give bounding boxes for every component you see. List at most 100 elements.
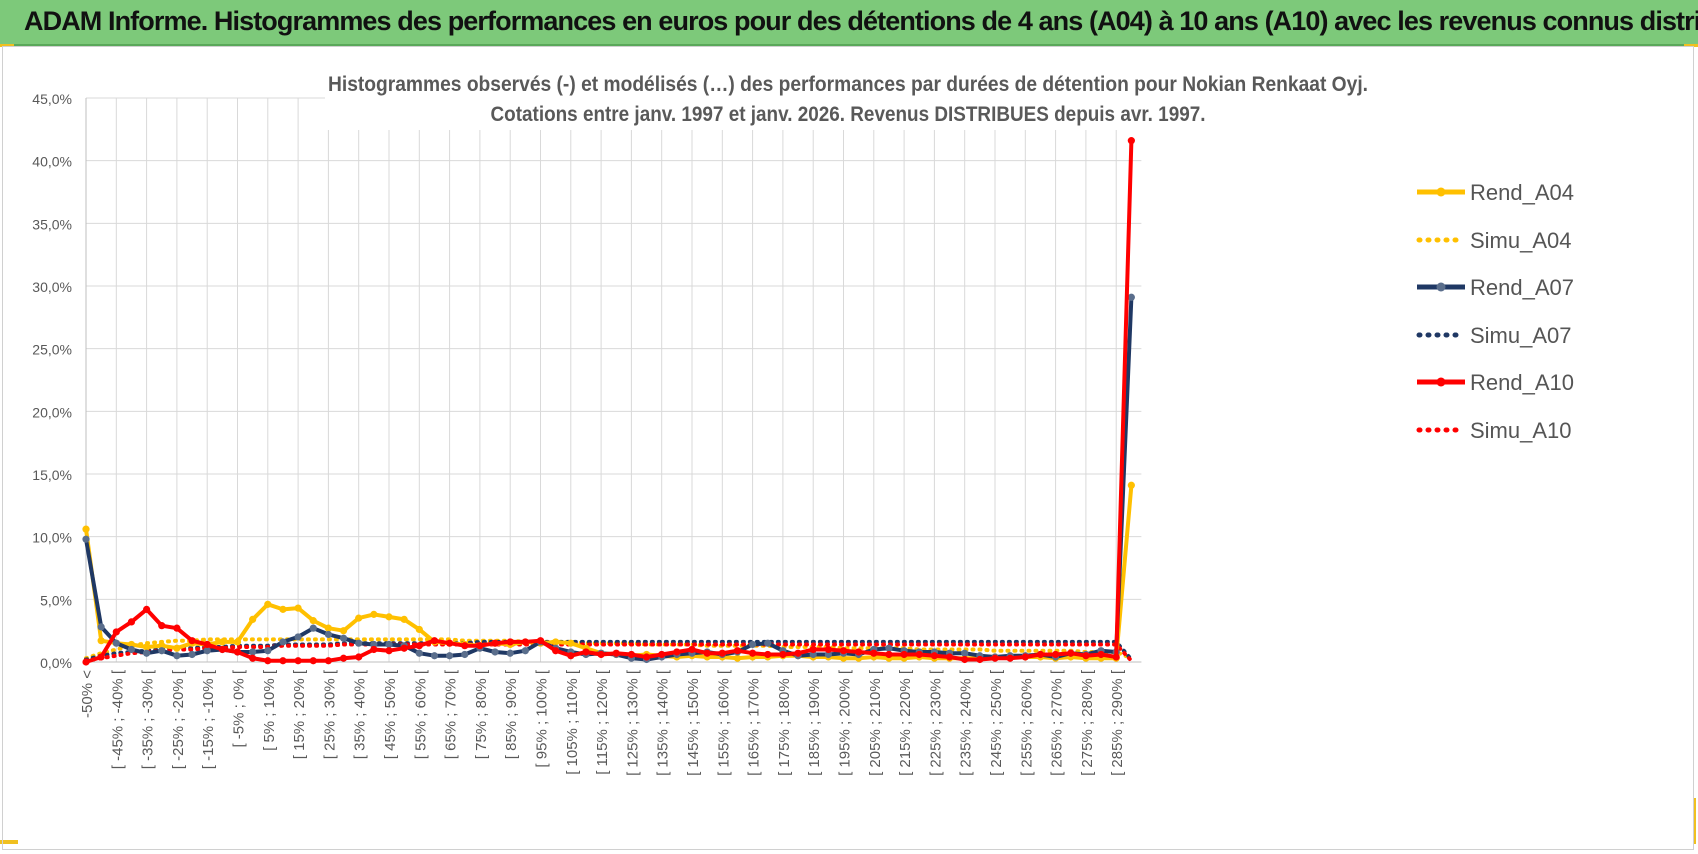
x-tick-label: [ 45% ; 50% [: [382, 669, 399, 759]
legend-swatch: [1416, 237, 1466, 242]
data-point-rend-a07: [430, 652, 439, 660]
title-backdrop: [325, 64, 1365, 130]
y-tick-label: 5,0%: [40, 592, 72, 608]
data-point-rend-a07: [264, 647, 272, 655]
legend-entry-simu-a04: Simu_A04: [1415, 227, 1595, 253]
data-point-rend-a07: [521, 647, 529, 655]
data-point-rend-a10: [567, 652, 575, 660]
data-point-rend-a10: [612, 649, 620, 657]
data-point-rend-a10: [688, 645, 696, 654]
y-tick-label: 35,0%: [32, 216, 72, 232]
data-point-rend-a07: [339, 634, 348, 642]
x-tick-label: [ 195% ; 200% [: [837, 669, 854, 776]
data-point-rend-a04: [279, 605, 287, 613]
data-point-rend-a10: [385, 647, 393, 655]
data-point-rend-a07: [749, 640, 757, 649]
y-tick-label: 10,0%: [32, 530, 72, 546]
data-point-rend-a07: [294, 633, 302, 641]
y-tick-label: 40,0%: [32, 154, 72, 170]
data-point-rend-a07: [188, 650, 196, 659]
data-point-rend-a10: [703, 649, 711, 657]
data-point-rend-a10: [552, 647, 560, 655]
x-axis: -50% < [ -45% ; -40% [[ -35% ; -30% [[ -2…: [79, 669, 1126, 776]
series-line-rend-a10: [85, 140, 1134, 664]
data-point-rend-a04: [249, 615, 257, 623]
data-point-rend-a10: [400, 644, 408, 652]
x-tick-label: [ 225% ; 230% [: [927, 669, 944, 776]
x-tick-label: [ 115% ; 120% [: [594, 669, 611, 775]
data-point-rend-a10: [855, 648, 863, 656]
data-point-rend-a04: [324, 624, 332, 632]
data-point-rend-a07: [370, 640, 378, 649]
data-point-rend-a10: [718, 649, 726, 657]
x-tick-label: [ 135% ; 140% [: [655, 669, 672, 776]
corner-mark-right-bottom: [1693, 798, 1696, 844]
x-tick-label: [ 65% ; 70% [: [443, 669, 460, 759]
data-point-rend-a04: [158, 642, 166, 650]
data-point-rend-a10: [733, 647, 742, 655]
data-point-rend-a04: [143, 643, 151, 651]
data-point-rend-a10: [279, 657, 287, 665]
data-point-rend-a07: [324, 630, 332, 639]
series-line-rend-a07: [84, 297, 1134, 662]
x-tick-label: [ 105% ; 110% [: [564, 669, 581, 775]
gridlines: [85, 97, 1142, 663]
data-point-rend-a10: [915, 650, 923, 659]
corner-mark-top-left: [0, 44, 14, 47]
data-point-rend-a07: [809, 650, 817, 659]
data-point-rend-a04: [264, 600, 272, 608]
data-point-rend-a10: [1036, 650, 1045, 659]
data-point-rend-a10: [82, 658, 90, 666]
data-point-rend-a07: [203, 647, 211, 655]
data-point-rend-a07: [127, 645, 136, 654]
data-point-rend-a04: [218, 638, 226, 646]
data-point-rend-a10: [339, 654, 348, 662]
x-tick-label: [ 235% ; 240% [: [958, 669, 975, 776]
data-point-rend-a04: [355, 614, 363, 622]
x-tick-label: [ 85% ; 90% [: [503, 669, 520, 759]
x-tick-label: [ 145% ; 150% [: [685, 669, 702, 776]
data-point-rend-a10: [1097, 650, 1105, 659]
legend-swatch: [1416, 332, 1466, 337]
data-point-rend-a10: [945, 653, 954, 661]
data-point-rend-a04: [400, 615, 408, 623]
data-point-rend-a10: [627, 650, 636, 659]
data-point-rend-a10: [203, 640, 211, 649]
corner-mark-bottom-left: [0, 840, 18, 844]
legend-swatch: [1417, 187, 1465, 197]
data-point-rend-a10: [900, 650, 908, 659]
data-point-rend-a10: [658, 650, 666, 659]
x-tick-label: [ 5% ; 10% [: [261, 669, 278, 751]
x-tick-label: [ 175% ; 180% [: [776, 669, 793, 776]
data-point-rend-a10: [794, 649, 802, 657]
data-point-rend-a10: [597, 650, 605, 659]
legend-entry-simu-a07: Simu_A07: [1415, 323, 1595, 348]
legend-label: Simu_A04: [1470, 227, 1572, 253]
data-point-rend-a07: [446, 652, 454, 660]
data-point-rend-a04: [552, 638, 560, 646]
data-point-rend-a07: [824, 650, 832, 659]
data-point-rend-a04: [370, 610, 378, 618]
legend-label: Simu_A10: [1470, 417, 1572, 443]
series-line-simu-a10: [84, 642, 1134, 663]
chart-title-line-2: Cotations entre janv. 1997 et janv. 2026…: [491, 103, 1206, 126]
data-point-rend-a07: [415, 649, 423, 657]
data-point-rend-a10: [976, 655, 984, 664]
data-point-rend-a07: [355, 639, 363, 647]
data-point-rend-a10: [173, 624, 181, 632]
data-point-rend-a10: [1127, 137, 1135, 145]
x-tick-label: [ -25% ; -20% [: [170, 669, 187, 769]
data-point-rend-a10: [673, 648, 681, 656]
data-point-rend-a10: [355, 653, 363, 661]
x-tick-label: [ 255% ; 260% [: [1018, 669, 1035, 776]
data-point-rend-a10: [446, 639, 454, 647]
data-point-rend-a07: [112, 639, 120, 647]
x-tick-label: [ 35% ; 40% [: [352, 669, 369, 759]
x-tick-label: [ -35% ; -30% [: [140, 669, 157, 769]
x-tick-label: [ 55% ; 60% [: [412, 669, 429, 759]
x-tick-label: [ 245% ; 250% [: [988, 669, 1005, 776]
chart-title-line-1: Histogrammes observés (-) et modélisés (…: [328, 73, 1368, 96]
corner-mark-top-right: [1684, 44, 1698, 47]
data-point-rend-a10: [991, 654, 999, 662]
